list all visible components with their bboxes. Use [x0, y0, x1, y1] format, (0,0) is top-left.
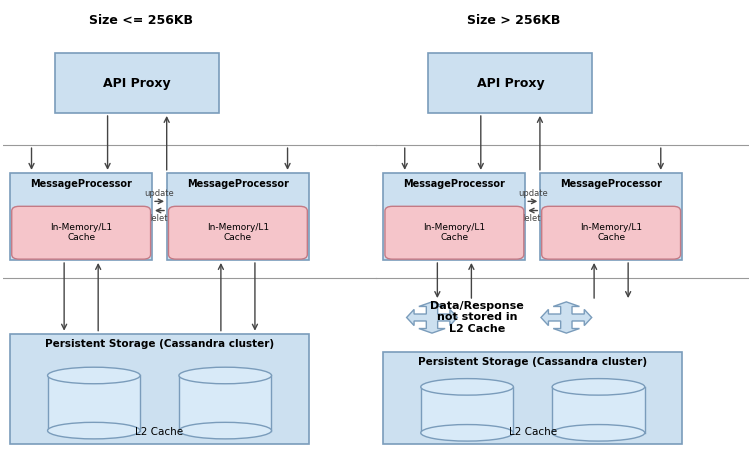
FancyBboxPatch shape	[552, 387, 644, 433]
Text: MessageProcessor: MessageProcessor	[560, 179, 662, 189]
Text: Persistent Storage (Cassandra cluster): Persistent Storage (Cassandra cluster)	[418, 357, 647, 367]
FancyBboxPatch shape	[179, 375, 271, 431]
FancyBboxPatch shape	[540, 173, 682, 260]
FancyBboxPatch shape	[384, 352, 682, 444]
Text: update: update	[518, 189, 547, 198]
Ellipse shape	[552, 425, 644, 441]
Text: MessageProcessor: MessageProcessor	[30, 179, 132, 189]
FancyBboxPatch shape	[168, 206, 308, 259]
FancyBboxPatch shape	[428, 53, 593, 113]
Ellipse shape	[552, 379, 644, 395]
Polygon shape	[407, 302, 457, 333]
Text: In-Memory/L1
Cache: In-Memory/L1 Cache	[580, 223, 642, 242]
FancyBboxPatch shape	[384, 173, 526, 260]
FancyBboxPatch shape	[167, 173, 309, 260]
FancyBboxPatch shape	[11, 333, 309, 444]
Text: L2 Cache: L2 Cache	[135, 427, 183, 438]
Text: API Proxy: API Proxy	[477, 77, 544, 90]
Ellipse shape	[179, 422, 271, 439]
FancyBboxPatch shape	[421, 387, 514, 433]
Text: MessageProcessor: MessageProcessor	[403, 179, 505, 189]
FancyBboxPatch shape	[541, 206, 681, 259]
FancyBboxPatch shape	[11, 173, 152, 260]
Text: delete: delete	[146, 214, 173, 223]
Text: Size > 256KB: Size > 256KB	[468, 14, 561, 27]
Text: In-Memory/L1
Cache: In-Memory/L1 Cache	[423, 223, 486, 242]
Text: update: update	[144, 189, 174, 198]
Text: API Proxy: API Proxy	[103, 77, 171, 90]
Text: In-Memory/L1
Cache: In-Memory/L1 Cache	[50, 223, 112, 242]
Polygon shape	[541, 302, 592, 333]
Text: L2 Cache: L2 Cache	[508, 427, 556, 438]
Text: In-Memory/L1
Cache: In-Memory/L1 Cache	[207, 223, 269, 242]
Ellipse shape	[179, 367, 271, 384]
Ellipse shape	[47, 367, 140, 384]
FancyBboxPatch shape	[385, 206, 524, 259]
FancyBboxPatch shape	[47, 375, 140, 431]
FancyBboxPatch shape	[12, 206, 150, 259]
Ellipse shape	[421, 379, 514, 395]
Text: Size <= 256KB: Size <= 256KB	[89, 14, 193, 27]
Ellipse shape	[421, 425, 514, 441]
FancyBboxPatch shape	[55, 53, 220, 113]
Ellipse shape	[47, 422, 140, 439]
Text: Data/Response
not stored in
L2 Cache: Data/Response not stored in L2 Cache	[430, 301, 523, 334]
Text: Persistent Storage (Cassandra cluster): Persistent Storage (Cassandra cluster)	[45, 339, 274, 349]
Text: delete: delete	[520, 214, 546, 223]
Text: MessageProcessor: MessageProcessor	[187, 179, 289, 189]
